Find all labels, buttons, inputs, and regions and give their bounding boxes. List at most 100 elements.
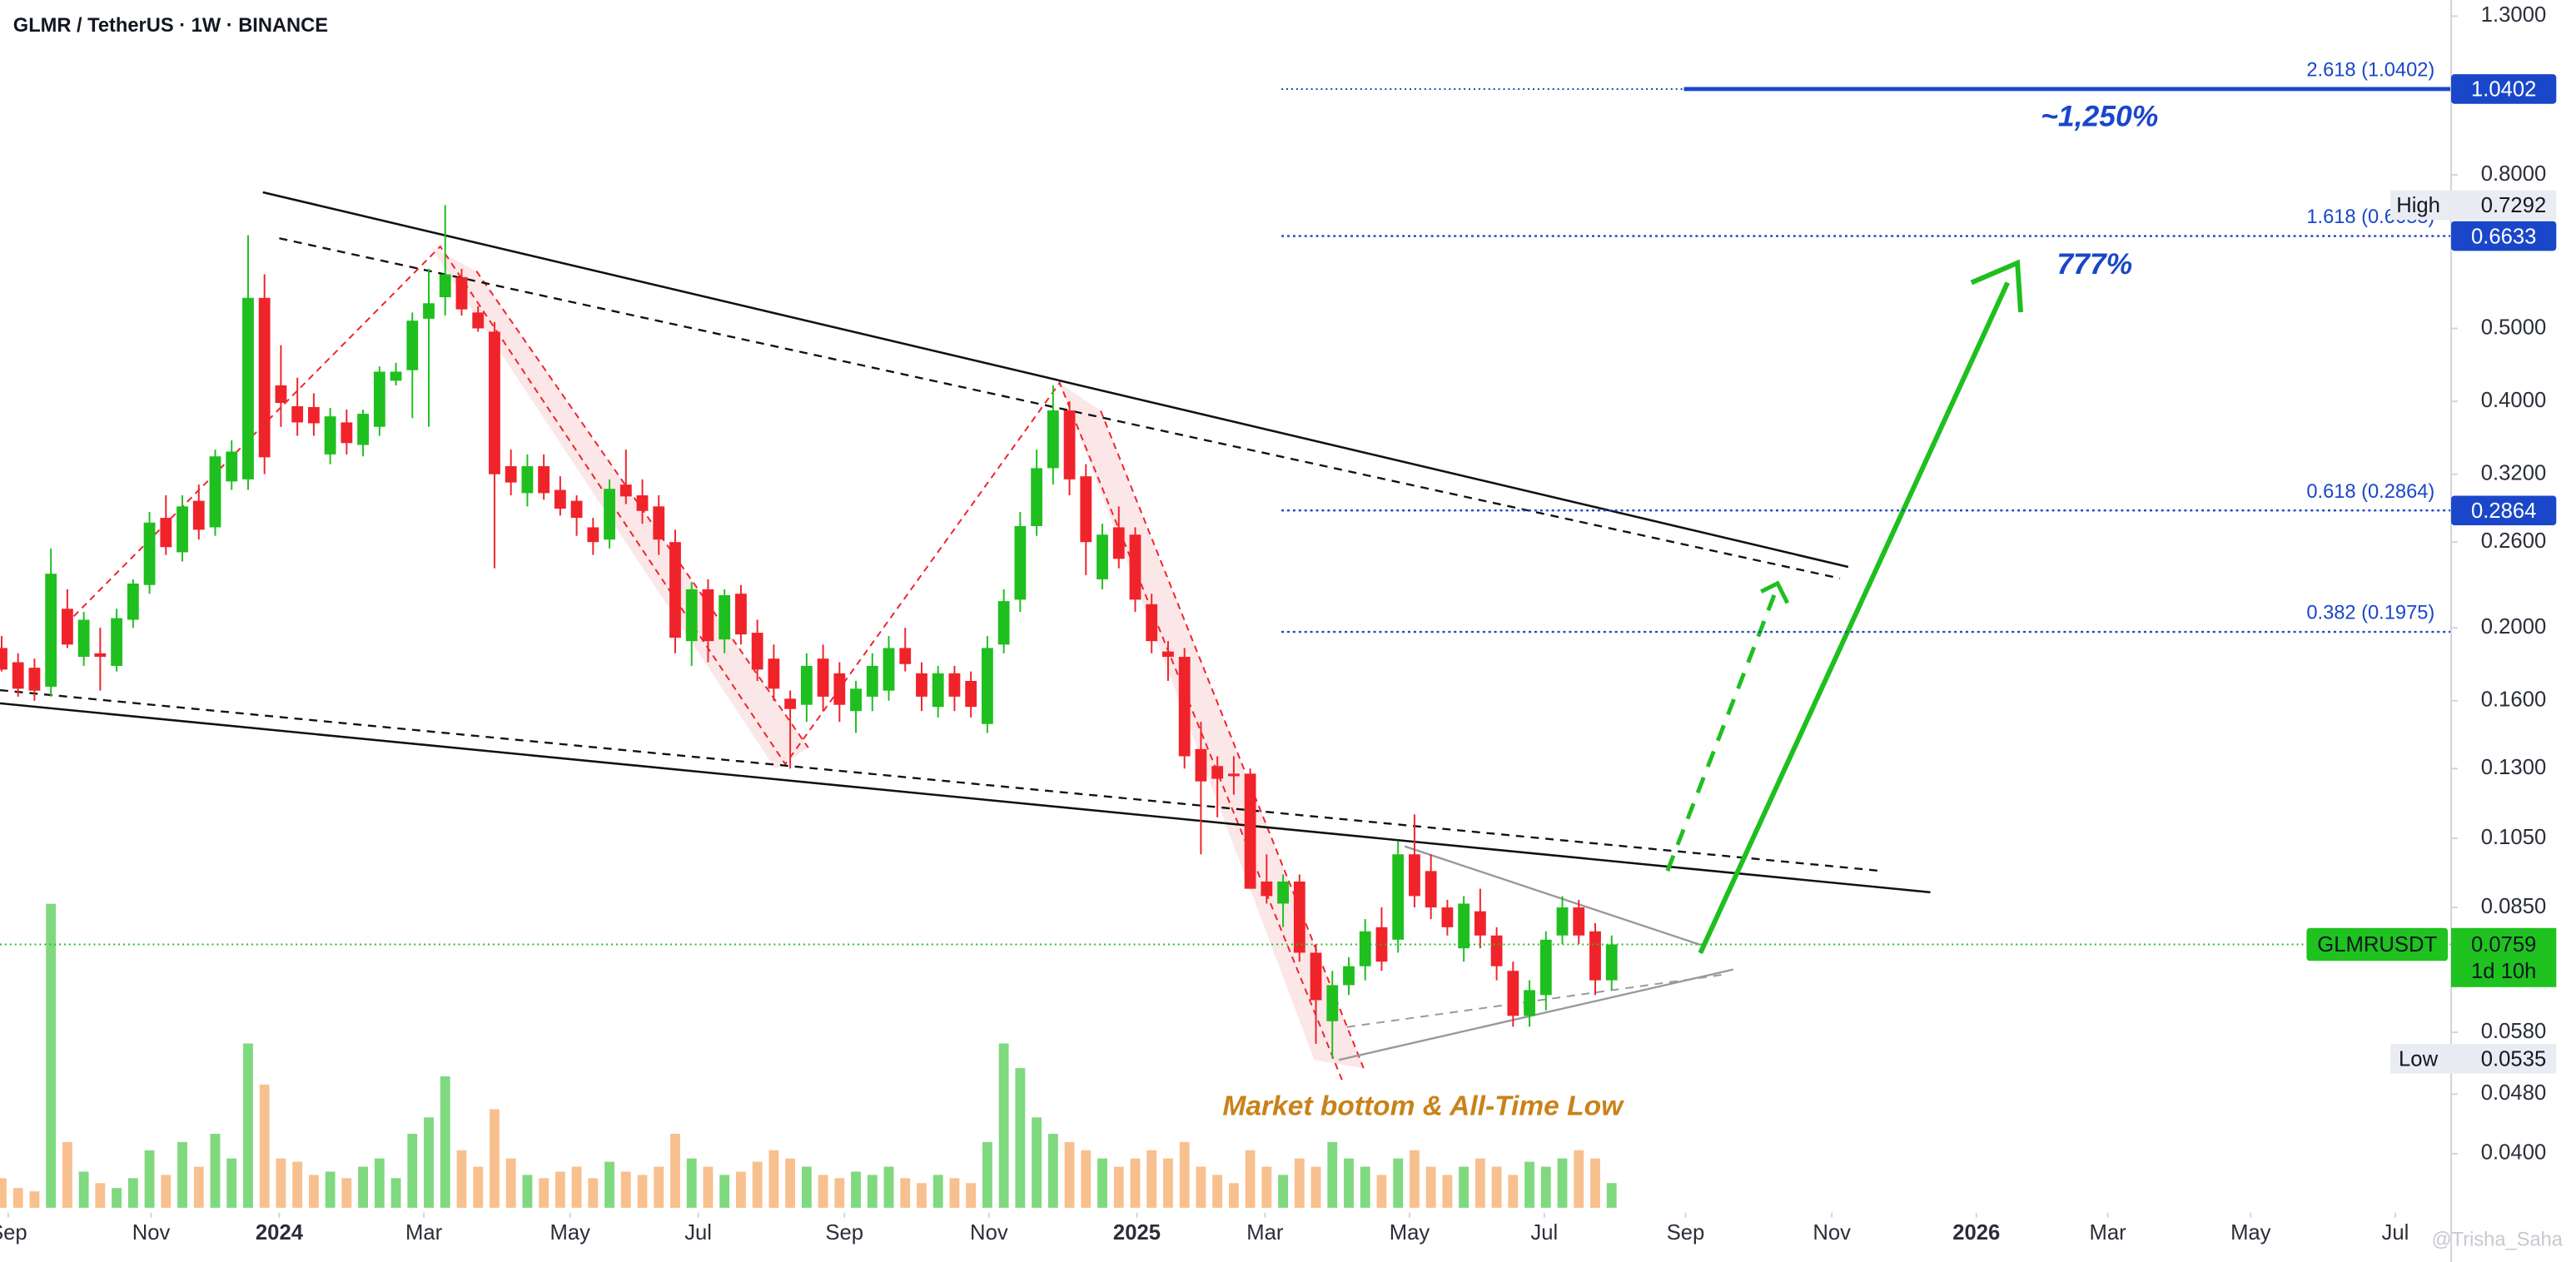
candle-body bbox=[570, 500, 583, 519]
candle-body bbox=[587, 527, 599, 543]
candle-body bbox=[1474, 911, 1486, 936]
trend-line bbox=[279, 237, 1841, 579]
level-badge bbox=[2451, 74, 2557, 104]
candle-body bbox=[209, 456, 221, 528]
chart-title: GLMR / TetherUS · 1W · BINANCE bbox=[13, 15, 328, 37]
x-tick-label: Jul bbox=[684, 1221, 712, 1245]
level-badge-label: 0.2864 bbox=[2471, 499, 2536, 523]
candle-body bbox=[489, 331, 500, 474]
volume-bar bbox=[1294, 1158, 1305, 1208]
candle-body bbox=[291, 406, 304, 423]
candle-body bbox=[932, 673, 944, 708]
candle-body bbox=[784, 698, 797, 709]
volume-bar bbox=[1179, 1141, 1190, 1208]
volume-bar bbox=[1196, 1166, 1206, 1208]
candle-body bbox=[1392, 854, 1405, 940]
volume-bar bbox=[1146, 1150, 1157, 1208]
candle-body bbox=[242, 297, 254, 479]
volume-bar bbox=[620, 1171, 631, 1208]
candle-body bbox=[1063, 410, 1076, 479]
level-label: 2.618 (1.0402) bbox=[2306, 59, 2434, 81]
volume-bar bbox=[1376, 1175, 1387, 1208]
candle-body bbox=[472, 312, 485, 329]
candle-body bbox=[275, 385, 287, 404]
candle-body bbox=[111, 618, 123, 666]
candle-body bbox=[12, 662, 24, 689]
candle-body bbox=[439, 274, 451, 298]
candle-body bbox=[1261, 881, 1273, 897]
volume-bar bbox=[982, 1141, 992, 1208]
candle-body bbox=[94, 653, 107, 658]
candle-body bbox=[1425, 871, 1437, 908]
volume-bar bbox=[144, 1150, 155, 1208]
candle-body bbox=[390, 371, 402, 381]
volume-bar bbox=[78, 1171, 89, 1208]
candle-body bbox=[653, 506, 665, 540]
candle-body bbox=[1573, 907, 1585, 936]
volume-bar bbox=[1344, 1158, 1354, 1208]
candle-body bbox=[1097, 534, 1108, 579]
candle-body bbox=[1014, 526, 1027, 600]
candle-body bbox=[226, 451, 238, 482]
candle-body bbox=[1589, 931, 1601, 981]
volume-bar bbox=[341, 1178, 352, 1208]
volume-bar bbox=[407, 1134, 418, 1208]
volume-bar bbox=[440, 1076, 450, 1208]
projection-arrow bbox=[1665, 594, 1777, 872]
candle-body bbox=[1458, 903, 1470, 949]
volume-bar bbox=[1425, 1166, 1436, 1208]
y-tick-label: 0.0580 bbox=[2481, 1020, 2546, 1043]
y-tick-label: 0.1300 bbox=[2481, 756, 2546, 779]
volume-bar bbox=[308, 1175, 319, 1208]
volume-bar bbox=[226, 1158, 237, 1208]
candle-body bbox=[1047, 410, 1059, 469]
x-tick-label: Nov bbox=[132, 1221, 171, 1245]
candle-body bbox=[719, 594, 731, 640]
candle-body bbox=[423, 303, 435, 319]
candle-body bbox=[800, 665, 813, 705]
candle-body bbox=[751, 633, 763, 670]
candle-body bbox=[324, 416, 336, 455]
volume-bar bbox=[1590, 1158, 1600, 1208]
trend-line bbox=[0, 702, 1931, 894]
candle-body bbox=[258, 297, 271, 458]
x-tick-label: Sep bbox=[1667, 1221, 1705, 1245]
x-tick-label: 2024 bbox=[256, 1221, 304, 1245]
volume-bar bbox=[522, 1175, 533, 1208]
candle-body bbox=[636, 495, 649, 511]
level-badge-label: 1.0402 bbox=[2471, 78, 2536, 102]
x-tick-label: Mar bbox=[1246, 1221, 1284, 1245]
candle-body bbox=[604, 489, 615, 540]
volume-bar bbox=[1212, 1175, 1223, 1208]
volume-bar bbox=[785, 1158, 796, 1208]
candle-body bbox=[1129, 534, 1141, 600]
candle-body bbox=[1507, 971, 1519, 1016]
candle-body bbox=[1227, 773, 1240, 777]
volume-bar bbox=[95, 1183, 106, 1208]
candle-body bbox=[1310, 952, 1322, 1001]
volume-bar bbox=[998, 1043, 1009, 1208]
candle-body bbox=[160, 518, 172, 548]
volume-bar bbox=[654, 1166, 664, 1208]
volume-bar bbox=[127, 1178, 138, 1208]
candle-body bbox=[1244, 773, 1256, 889]
triangle-line bbox=[1346, 973, 1726, 1028]
volume-bar bbox=[12, 1188, 23, 1208]
volume-bar bbox=[1130, 1158, 1141, 1208]
candle-body bbox=[833, 673, 846, 705]
candle-body bbox=[817, 658, 829, 697]
candle-body bbox=[850, 688, 862, 712]
y-tick-label: 1.3000 bbox=[2481, 3, 2546, 27]
volume-bar bbox=[390, 1178, 401, 1208]
symbol-badge bbox=[2306, 927, 2449, 961]
volume-bar bbox=[1540, 1166, 1551, 1208]
volume-bar bbox=[1327, 1141, 1338, 1208]
candle-body bbox=[28, 668, 41, 691]
arrow-head bbox=[1760, 580, 1790, 604]
x-tick-label: Sep bbox=[0, 1221, 27, 1245]
volume-bar bbox=[571, 1166, 582, 1208]
candle-body bbox=[192, 500, 205, 530]
candle-body bbox=[1490, 935, 1503, 966]
